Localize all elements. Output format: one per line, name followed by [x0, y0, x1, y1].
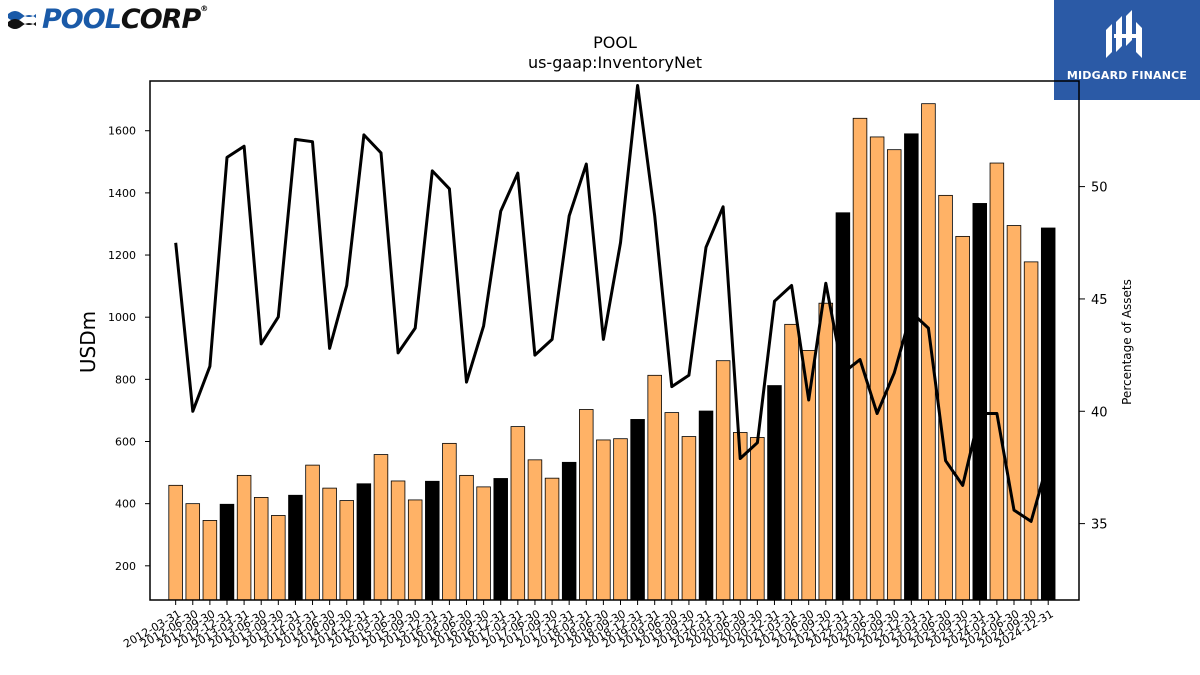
bar	[339, 500, 354, 601]
midgard-finance-text: MIDGARD FINANCE	[1066, 69, 1188, 82]
midgard-m-icon	[1106, 10, 1142, 58]
bar	[596, 439, 611, 601]
bar	[664, 412, 680, 601]
bar	[801, 350, 816, 601]
right-axis: 35 40 45 50	[1079, 181, 1108, 533]
y-tick-label: 400	[115, 498, 136, 511]
bar	[390, 480, 406, 601]
left-axis: 200 400 600 800 1000 1200 1400 1600	[108, 125, 150, 573]
bar	[373, 454, 389, 601]
bar	[972, 203, 988, 601]
bar	[219, 503, 235, 601]
bar	[579, 409, 594, 601]
bars-group	[168, 103, 1056, 601]
y-axis-right-label: Percentage of Assets	[1120, 279, 1134, 405]
bar	[1040, 227, 1056, 601]
bar	[561, 461, 577, 601]
bar	[767, 385, 782, 601]
y-right-tick-label: 40	[1091, 405, 1108, 420]
bar	[356, 483, 372, 601]
y-axis-label: USDm	[76, 311, 100, 373]
y-tick-label: 1000	[108, 311, 136, 324]
y-tick-label: 200	[115, 560, 136, 573]
bar	[698, 410, 714, 601]
poolcorp-logo: POOLCORP®	[6, 4, 216, 38]
bar	[1023, 261, 1039, 601]
bar	[185, 503, 201, 601]
bar	[305, 464, 320, 601]
chart-title: POOL	[593, 33, 637, 52]
bar	[236, 474, 252, 601]
chart-subtitle: us-gaap:InventoryNet	[528, 53, 702, 72]
bar	[613, 438, 628, 601]
bar	[271, 515, 286, 601]
line-group	[174, 84, 1050, 523]
bar	[168, 484, 183, 601]
bar	[322, 487, 337, 601]
bar	[527, 459, 543, 601]
logo-corp-text: CORP	[120, 4, 201, 35]
percentage-line	[174, 84, 1050, 523]
bar	[459, 474, 474, 601]
wave-icon	[8, 11, 36, 29]
bar	[647, 374, 662, 601]
y-right-tick-label: 45	[1091, 293, 1108, 308]
bar	[425, 480, 440, 601]
bar	[476, 486, 491, 601]
bar	[288, 494, 303, 601]
bar	[1006, 225, 1022, 601]
bar	[904, 133, 919, 601]
y-tick-label: 800	[115, 373, 136, 386]
bar	[681, 436, 697, 601]
bar	[955, 235, 970, 601]
y-tick-label: 1200	[108, 249, 136, 262]
bar	[818, 302, 834, 601]
bar	[715, 360, 731, 601]
bar	[442, 442, 457, 601]
bar	[869, 136, 885, 601]
bar	[202, 520, 218, 601]
bar	[630, 419, 645, 601]
bar	[835, 212, 851, 601]
bar	[510, 426, 526, 601]
bar	[921, 103, 936, 601]
bar	[493, 478, 508, 601]
bar	[989, 162, 1005, 601]
y-tick-label: 1600	[108, 125, 136, 138]
bar	[544, 477, 560, 601]
bar	[938, 194, 953, 601]
logo-registered-mark: ®	[200, 4, 208, 13]
y-tick-label: 1400	[108, 187, 136, 200]
logo-pool-text: POOL	[42, 4, 122, 35]
bar	[407, 499, 423, 601]
y-tick-label: 600	[115, 436, 136, 449]
bar	[253, 497, 269, 601]
x-axis: 2012-03-312012-06-302012-09-302012-12-31…	[121, 600, 1056, 651]
y-right-tick-label: 50	[1091, 181, 1108, 196]
bar	[784, 323, 799, 601]
y-right-tick-label: 35	[1091, 518, 1108, 533]
bar	[750, 437, 765, 601]
plot-frame	[149, 80, 1080, 601]
